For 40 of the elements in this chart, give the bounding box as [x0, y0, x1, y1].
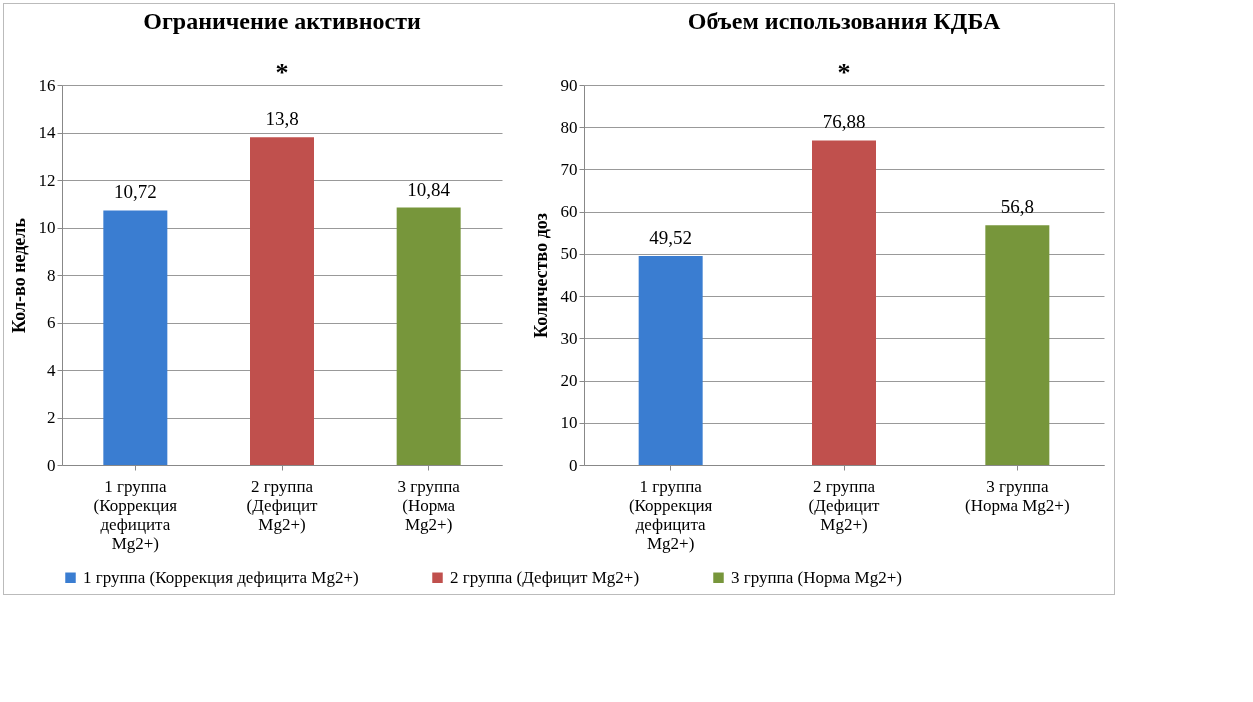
x-tick-label: 3 группа (Норма Mg2+): [397, 476, 461, 534]
y-tick-label: 90: [560, 75, 578, 95]
x-tick-label: 3 группа (Норма Mg2+): [965, 476, 1070, 515]
x-tick-label: 1 группа (Коррекция дефицита Mg2+): [628, 476, 713, 553]
y-axis-title: Количество доз: [530, 212, 551, 339]
y-tick-label: 30: [560, 328, 578, 348]
chart-title: Ограничение активности: [143, 8, 421, 34]
y-tick-label: 10: [560, 413, 578, 433]
y-tick-label: 0: [569, 455, 578, 475]
y-tick-label: 0: [47, 455, 56, 475]
y-tick-label: 10: [38, 218, 56, 237]
data-label: 56,8: [1000, 196, 1034, 218]
y-axis-title: Кол-во недель: [8, 217, 29, 333]
data-label: 10,72: [113, 181, 157, 203]
data-label: 76,88: [822, 111, 866, 133]
annotation: *: [837, 58, 851, 87]
data-label: 13,8: [265, 108, 299, 130]
y-tick-label: 14: [38, 123, 56, 142]
chart-title: Объем использования КДБА: [687, 8, 1001, 34]
y-tick-label: 4: [47, 360, 56, 380]
y-tick-label: 6: [47, 313, 56, 332]
legend-label: 1 группа (Коррекция дефицита Mg2+): [83, 567, 359, 587]
y-tick-label: 50: [560, 244, 578, 264]
data-label: 49,52: [649, 226, 693, 248]
legend-label: 3 группа (Норма Mg2+): [731, 567, 902, 587]
y-tick-label: 60: [560, 202, 578, 222]
x-tick-label: 2 группа (Дефицит Mg2+): [246, 476, 319, 534]
y-tick-label: 20: [560, 371, 578, 391]
x-tick-label: 1 группа (Коррекция дефицита Mg2+): [93, 476, 178, 553]
y-tick-label: 70: [560, 159, 578, 179]
y-tick-label: 8: [47, 265, 56, 285]
x-tick-label: 2 группа (Дефицит Mg2+): [808, 476, 881, 534]
y-tick-label: 2: [47, 408, 56, 427]
y-tick-label: 40: [560, 286, 578, 306]
y-tick-label: 16: [38, 75, 56, 95]
annotation: *: [275, 58, 289, 87]
legend-label: 2 группа (Дефицит Mg2+): [450, 567, 640, 587]
y-tick-label: 80: [560, 117, 578, 137]
y-tick-label: 12: [38, 170, 56, 190]
data-label: 10,84: [407, 178, 451, 200]
